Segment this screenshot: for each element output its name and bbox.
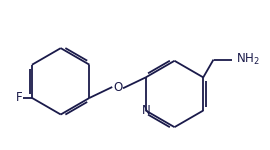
Text: O: O: [113, 81, 122, 94]
Text: NH$_2$: NH$_2$: [236, 52, 259, 67]
Text: N: N: [141, 104, 150, 117]
Text: F: F: [15, 91, 22, 104]
